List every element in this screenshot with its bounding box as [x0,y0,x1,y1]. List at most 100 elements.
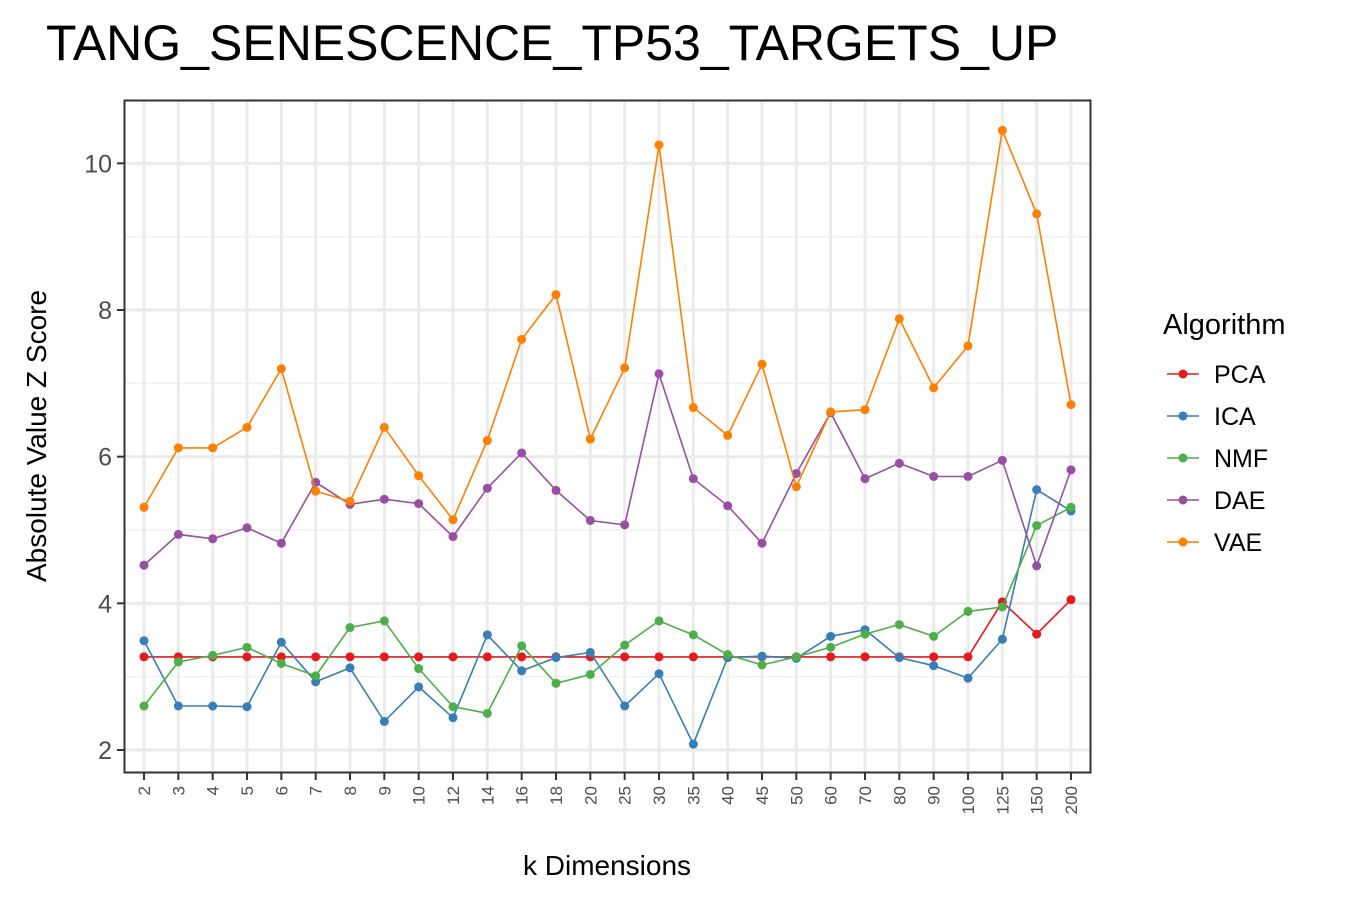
x-tick-label: 10 [410,786,429,805]
y-tick-label: 6 [98,444,112,472]
data-point [620,363,630,373]
x-tick-label: 100 [959,786,978,814]
series-ica [139,485,1076,749]
data-point [963,652,973,662]
data-point [929,661,939,671]
data-point [379,616,389,626]
data-point [482,652,492,662]
data-point [482,483,492,493]
data-point [757,651,767,661]
data-point [1066,502,1076,512]
legend-item-vae: VAE [1167,529,1262,557]
data-point [276,364,286,374]
data-point [688,739,698,749]
series-line [143,488,1072,747]
data-point [757,538,767,548]
data-point [791,482,801,492]
panel-border [123,99,1092,774]
data-point [173,701,183,711]
data-point [585,647,595,657]
data-point [963,471,973,481]
data-point [517,448,527,458]
data-point [414,664,424,674]
data-point [963,606,973,616]
data-point [379,652,389,662]
data-point [929,383,939,393]
data-point [242,652,252,662]
x-tick-label: 2 [135,786,154,795]
data-point [894,458,904,468]
x-tick-label: 3 [169,786,188,795]
data-point [1032,485,1042,495]
x-tick-label: 125 [993,786,1012,814]
x-tick-label: 8 [341,786,360,795]
legend-label: NMF [1214,445,1268,473]
x-tick-label: 90 [925,786,944,805]
data-point [654,140,664,150]
data-point [482,708,492,718]
data-point [997,634,1007,644]
legend-label: PCA [1214,361,1266,389]
x-axis-label: k Dimensions [523,850,691,881]
data-point [276,538,286,548]
legend-item-dae: DAE [1167,487,1265,515]
data-point [723,430,733,440]
data-point [276,652,286,662]
series-group [139,125,1076,749]
data-point [448,532,458,542]
data-point [620,701,630,711]
data-point [860,405,870,415]
data-point [242,422,252,432]
data-point [826,631,836,641]
grid [125,101,1090,772]
series-line [143,506,1072,715]
x-tick-label: 35 [684,786,703,805]
data-point [688,652,698,662]
data-point [620,652,630,662]
legend-key-point [1178,453,1188,463]
data-point [585,669,595,679]
series-line [143,127,1072,522]
data-point [139,652,149,662]
x-tick-label: 40 [719,786,738,805]
data-point [242,523,252,533]
data-point [826,642,836,652]
data-point [242,642,252,652]
data-point [345,652,355,662]
data-point [448,713,458,723]
data-point [1066,400,1076,410]
x-tick-label: 18 [547,786,566,805]
x-tick-label: 12 [444,786,463,805]
x-tick-label: 4 [204,786,223,795]
data-point [414,652,424,662]
chart-title: TANG_SENESCENCE_TP53_TARGETS_UP [46,15,1059,71]
data-point [139,502,149,512]
data-point [929,471,939,481]
legend-item-pca: PCA [1167,361,1266,389]
data-point [173,443,183,453]
data-point [791,469,801,479]
data-point [688,630,698,640]
data-point [379,716,389,726]
x-tick-label: 60 [822,786,841,805]
data-point [860,474,870,484]
data-point [620,640,630,650]
data-point [1032,521,1042,531]
data-point [929,652,939,662]
data-point [173,529,183,539]
data-point [276,658,286,668]
data-point [517,652,527,662]
x-tick-label: 14 [478,786,497,805]
data-point [654,369,664,379]
legend-key-point [1178,537,1188,547]
data-point [997,455,1007,465]
data-point [448,702,458,712]
data-point [1066,465,1076,475]
data-point [929,631,939,641]
data-point [997,602,1007,612]
x-tick-label: 30 [650,786,669,805]
legend-label: ICA [1214,403,1256,431]
legend-item-nmf: NMF [1167,445,1268,473]
data-point [723,650,733,660]
